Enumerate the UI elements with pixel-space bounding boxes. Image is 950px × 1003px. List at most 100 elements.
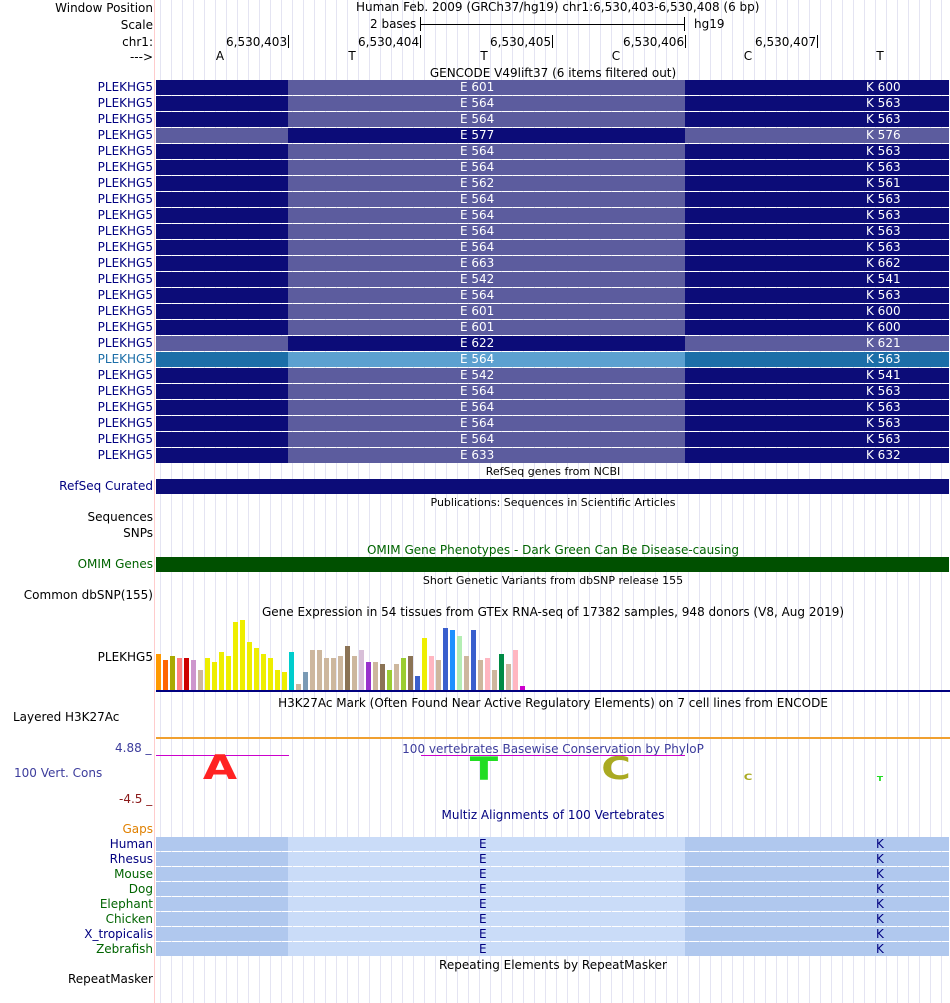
ruler-position-label[interactable]: 6,530,407 (755, 35, 817, 49)
gtex-tissue-bar[interactable] (366, 662, 371, 690)
gencode-transcript-row[interactable]: E 564 K 563 (156, 352, 949, 367)
gtex-tissue-bar[interactable] (422, 638, 427, 690)
omim-track-title[interactable]: OMIM Gene Phenotypes - Dark Green Can Be… (366, 543, 740, 557)
gtex-gene-label[interactable]: PLEKHG5 (97, 650, 153, 664)
gencode-transcript-row[interactable]: E 564 K 563 (156, 432, 949, 447)
gtex-tissue-bar[interactable] (170, 656, 175, 690)
gtex-tissue-bar[interactable] (212, 662, 217, 690)
gencode-transcript-row[interactable]: E 601 K 600 (156, 320, 949, 335)
h3k27ac-label[interactable]: Layered H3K27Ac (13, 710, 120, 724)
refseq-label[interactable]: RefSeq Curated (59, 479, 153, 493)
gencode-transcript-label[interactable]: PLEKHG5 (97, 160, 153, 174)
gtex-tissue-bar[interactable] (331, 658, 336, 690)
omim-gene-bar[interactable] (156, 557, 949, 572)
refseq-gene-bar[interactable] (156, 479, 949, 494)
gtex-tissue-bar[interactable] (226, 656, 231, 690)
gtex-tissue-bar[interactable] (387, 670, 392, 690)
gtex-tissue-bar[interactable] (506, 664, 511, 690)
gtex-tissue-bar[interactable] (303, 672, 308, 690)
gtex-tissue-bar[interactable] (233, 622, 238, 690)
omim-label[interactable]: OMIM Genes (77, 557, 153, 571)
gtex-tissue-bar[interactable] (268, 658, 273, 690)
publications-track-title[interactable]: Publications: Sequences in Scientific Ar… (430, 496, 676, 509)
gtex-tissue-bar[interactable] (436, 660, 441, 690)
gtex-tissue-bar[interactable] (443, 628, 448, 690)
gencode-transcript-label[interactable]: PLEKHG5 (97, 448, 153, 462)
gencode-transcript-label[interactable]: PLEKHG5 (97, 80, 153, 94)
ruler-position-label[interactable]: 6,530,405 (490, 35, 552, 49)
gtex-tissue-bar[interactable] (177, 658, 182, 690)
gtex-tissue-bar[interactable] (338, 656, 343, 690)
gencode-transcript-row[interactable]: E 633 K 632 (156, 448, 949, 463)
gencode-transcript-row[interactable]: E 564 K 563 (156, 144, 949, 159)
gtex-tissue-bar[interactable] (317, 650, 322, 690)
ruler-position-label[interactable]: 6,530,404 (358, 35, 420, 49)
multiz-species-label[interactable]: Human (109, 837, 153, 851)
gtex-tissue-bar[interactable] (373, 662, 378, 690)
gencode-transcript-label[interactable]: PLEKHG5 (97, 352, 153, 366)
gencode-transcript-label[interactable]: PLEKHG5 (97, 272, 153, 286)
gtex-tissue-bar[interactable] (240, 620, 245, 690)
gencode-transcript-label[interactable]: PLEKHG5 (97, 384, 153, 398)
gtex-tissue-bar[interactable] (394, 664, 399, 690)
gencode-transcript-label[interactable]: PLEKHG5 (97, 288, 153, 302)
strand-label[interactable]: ---> (129, 50, 153, 64)
ruler-position-label[interactable]: 6,530,406 (623, 35, 685, 49)
multiz-species-label[interactable]: Mouse (114, 867, 153, 881)
gencode-transcript-label[interactable]: PLEKHG5 (97, 400, 153, 414)
gencode-transcript-row[interactable]: E 542 K 541 (156, 272, 949, 287)
multiz-species-label[interactable]: Dog (128, 882, 153, 896)
gtex-tissue-bar[interactable] (492, 670, 497, 690)
gencode-transcript-row[interactable]: E 663 K 662 (156, 256, 949, 271)
gtex-tissue-bar[interactable] (429, 656, 434, 690)
gencode-transcript-label[interactable]: PLEKHG5 (97, 336, 153, 350)
gtex-tissue-bar[interactable] (485, 658, 490, 690)
gtex-tissue-bar[interactable] (457, 636, 462, 690)
gencode-transcript-row[interactable]: E 564 K 563 (156, 416, 949, 431)
gencode-transcript-row[interactable]: E 564 K 563 (156, 160, 949, 175)
gtex-tissue-bar[interactable] (310, 650, 315, 690)
multiz-species-label[interactable]: Chicken (105, 912, 153, 926)
gencode-transcript-row[interactable]: E 601 K 600 (156, 80, 949, 95)
gencode-transcript-label[interactable]: PLEKHG5 (97, 192, 153, 206)
chrom-label[interactable]: chr1: (122, 35, 153, 49)
gencode-transcript-label[interactable]: PLEKHG5 (97, 112, 153, 126)
gtex-track-title[interactable]: Gene Expression in 54 tissues from GTEx … (261, 605, 845, 619)
gtex-tissue-bar[interactable] (184, 658, 189, 690)
gtex-tissue-bar[interactable] (401, 658, 406, 690)
multiz-species-label[interactable]: Rhesus (109, 852, 153, 866)
gtex-tissue-bar[interactable] (380, 664, 385, 690)
gtex-tissue-bar[interactable] (198, 670, 203, 690)
conservation-track-title[interactable]: 100 vertebrates Basewise Conservation by… (402, 742, 704, 756)
gencode-transcript-label[interactable]: PLEKHG5 (97, 432, 153, 446)
gtex-tissue-bar[interactable] (289, 652, 294, 690)
gencode-transcript-label[interactable]: PLEKHG5 (97, 176, 153, 190)
gtex-tissue-bar[interactable] (261, 654, 266, 690)
snps-label[interactable]: SNPs (123, 526, 153, 540)
gencode-transcript-row[interactable]: E 562 K 561 (156, 176, 949, 191)
gencode-transcript-row[interactable]: E 564 K 563 (156, 192, 949, 207)
gencode-transcript-row[interactable]: E 577 K 576 (156, 128, 949, 143)
gencode-transcript-row[interactable]: E 622 K 621 (156, 336, 949, 351)
multiz-species-label[interactable]: Zebrafish (96, 942, 153, 956)
gencode-transcript-row[interactable]: E 564 K 563 (156, 112, 949, 127)
gtex-tissue-bar[interactable] (156, 654, 161, 690)
gtex-tissue-bar[interactable] (163, 660, 168, 690)
multiz-track-title[interactable]: Multiz Alignments of 100 Vertebrates (441, 808, 665, 822)
gaps-label[interactable]: Gaps (122, 822, 153, 836)
gtex-tissue-bar[interactable] (191, 660, 196, 690)
gtex-tissue-bar[interactable] (275, 670, 280, 690)
gtex-tissue-bar[interactable] (464, 656, 469, 690)
conservation-label[interactable]: 100 Vert. Cons (14, 766, 103, 780)
repeatmasker-label[interactable]: RepeatMasker (67, 972, 153, 986)
gtex-tissue-bar[interactable] (478, 660, 483, 690)
gencode-transcript-label[interactable]: PLEKHG5 (97, 144, 153, 158)
gencode-transcript-label[interactable]: PLEKHG5 (97, 128, 153, 142)
gtex-tissue-bar[interactable] (247, 642, 252, 690)
gtex-tissue-bar[interactable] (471, 630, 476, 690)
